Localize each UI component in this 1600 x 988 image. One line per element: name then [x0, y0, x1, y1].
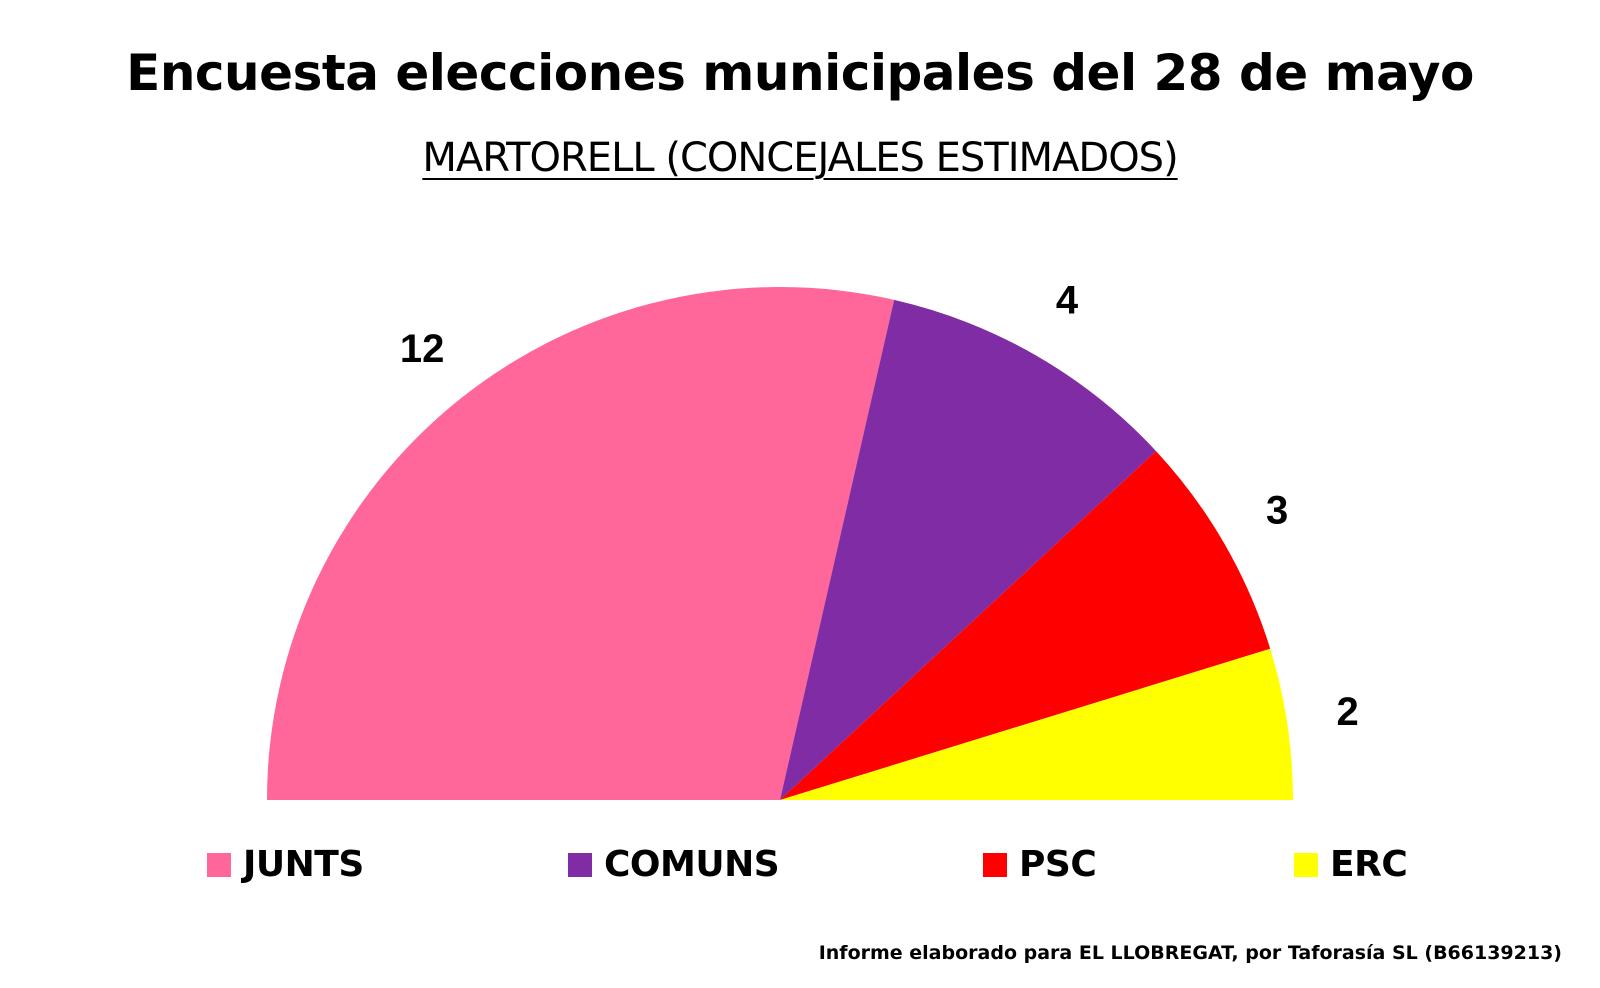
legend-swatch-comuns [568, 852, 592, 877]
legend-label-junts: JUNTS [243, 844, 364, 885]
legend-item-comuns: COMUNS [568, 844, 780, 885]
legend-label-comuns: COMUNS [604, 844, 780, 885]
legend-label-psc: PSC [1019, 844, 1097, 885]
legend-swatch-junts [207, 852, 231, 877]
legend-item-junts: JUNTS [207, 844, 364, 885]
slice-psc [780, 451, 1271, 800]
legend-item-erc: ERC [1294, 844, 1408, 885]
source-footer: Informe elaborado para EL LLOBREGAT, por… [818, 942, 1562, 964]
chart-subtitle: MARTORELL (CONCEJALES ESTIMADOS) [422, 135, 1178, 181]
legend-swatch-psc [983, 852, 1007, 877]
slice-comuns [780, 299, 1157, 800]
legend-swatch-erc [1294, 852, 1318, 877]
data-label-comuns: 4 [1056, 278, 1079, 322]
slice-junts [266, 286, 895, 800]
data-label-junts: 12 [400, 327, 445, 371]
legend: JUNTS COMUNS PSC ERC [0, 844, 1600, 894]
slice-erc [780, 648, 1293, 800]
legend-item-psc: PSC [983, 844, 1097, 885]
chart-title: Encuesta elecciones municipales del 28 d… [126, 44, 1474, 102]
data-label-erc: 2 [1336, 690, 1358, 734]
legend-label-erc: ERC [1330, 844, 1408, 885]
data-label-psc: 3 [1266, 489, 1288, 533]
